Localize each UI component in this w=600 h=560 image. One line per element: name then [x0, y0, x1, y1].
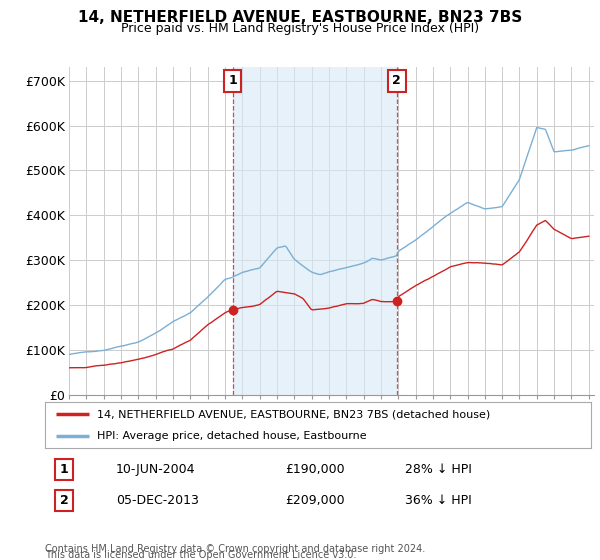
Text: HPI: Average price, detached house, Eastbourne: HPI: Average price, detached house, East…	[97, 431, 367, 441]
Text: 1: 1	[60, 463, 68, 476]
Text: 28% ↓ HPI: 28% ↓ HPI	[406, 463, 472, 476]
Text: Contains HM Land Registry data © Crown copyright and database right 2024.: Contains HM Land Registry data © Crown c…	[45, 544, 425, 554]
Text: 05-DEC-2013: 05-DEC-2013	[116, 494, 199, 507]
Text: 2: 2	[392, 74, 401, 87]
Text: £190,000: £190,000	[285, 463, 345, 476]
Text: £209,000: £209,000	[285, 494, 345, 507]
Text: This data is licensed under the Open Government Licence v3.0.: This data is licensed under the Open Gov…	[45, 550, 356, 560]
Text: 10-JUN-2004: 10-JUN-2004	[116, 463, 196, 476]
Text: 36% ↓ HPI: 36% ↓ HPI	[406, 494, 472, 507]
Text: 2: 2	[60, 494, 68, 507]
Text: 1: 1	[228, 74, 237, 87]
Bar	[233, 67, 397, 395]
Text: 14, NETHERFIELD AVENUE, EASTBOURNE, BN23 7BS: 14, NETHERFIELD AVENUE, EASTBOURNE, BN23…	[78, 10, 522, 25]
Text: Price paid vs. HM Land Registry's House Price Index (HPI): Price paid vs. HM Land Registry's House …	[121, 22, 479, 35]
Text: 14, NETHERFIELD AVENUE, EASTBOURNE, BN23 7BS (detached house): 14, NETHERFIELD AVENUE, EASTBOURNE, BN23…	[97, 409, 490, 419]
